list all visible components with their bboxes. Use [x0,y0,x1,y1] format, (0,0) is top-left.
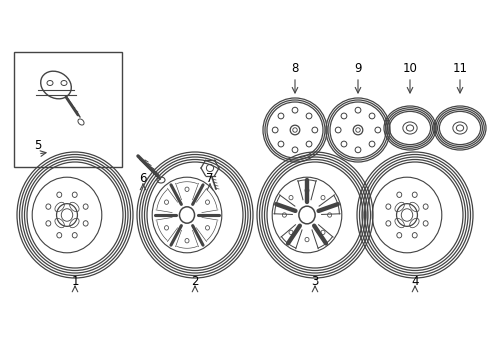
Text: 11: 11 [451,62,467,75]
Text: 5: 5 [34,139,41,152]
Text: 9: 9 [353,62,361,75]
Text: 2: 2 [191,275,198,288]
Text: 1: 1 [71,275,79,288]
Text: 4: 4 [410,275,418,288]
Text: 10: 10 [402,62,417,75]
Bar [14,52,122,167]
Text: 8: 8 [291,62,298,75]
Text: 7: 7 [206,172,213,185]
Text: 3: 3 [311,275,318,288]
Text: 6: 6 [139,172,146,185]
